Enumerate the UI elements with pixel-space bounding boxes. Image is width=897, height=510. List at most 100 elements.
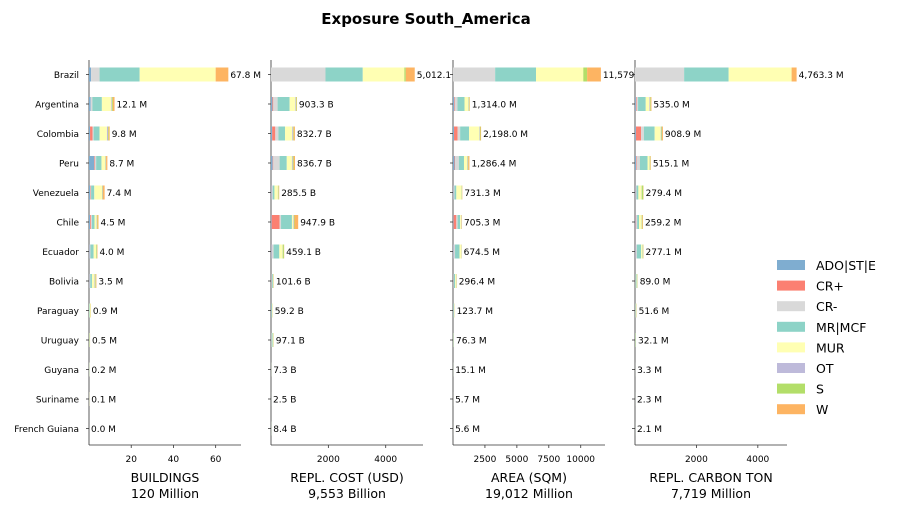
bar-segment: [453, 274, 454, 288]
country-label: Bolivia: [49, 278, 79, 288]
bar-segment: [112, 97, 113, 111]
legend-label: W: [816, 402, 828, 417]
panel-2: 2000 4000 5,012.1 B 903.3 B 832.7 B 836.7 B 28…: [268, 60, 460, 501]
bar-segment: [362, 67, 405, 82]
bar-segment: [271, 333, 273, 347]
bar-segment: [90, 274, 92, 288]
bar-segment: [278, 126, 286, 141]
bar-segment: [89, 244, 90, 259]
bar-segment: [89, 244, 91, 259]
panel-3: 2500 5000 7500 10000 11,579.0 M 1,314.0 M 2,19…: [450, 60, 654, 501]
bar-segment: [90, 126, 93, 141]
bar-segment: [271, 156, 273, 170]
bar-segment: [89, 185, 91, 200]
value-label: 947.9 B: [300, 219, 335, 229]
bar-segment: [91, 67, 100, 82]
bar-segment: [94, 185, 103, 200]
bar-segment: [278, 185, 279, 200]
bar-segment: [457, 215, 461, 229]
bar-segment: [635, 244, 636, 259]
bar-segment: [139, 67, 216, 82]
bar-segment: [271, 67, 326, 82]
bar-segment: [94, 156, 95, 170]
bar-segment: [684, 67, 729, 82]
legend-swatch: [777, 321, 805, 332]
bar-segment: [479, 126, 480, 141]
value-label: 8.7 M: [109, 160, 134, 170]
bar-segment: [641, 185, 644, 200]
bar-segment: [272, 156, 274, 170]
bar-segment: [94, 215, 97, 229]
bar-segment: [279, 215, 282, 229]
bar-segment: [286, 156, 292, 170]
bar-segment: [453, 244, 454, 259]
x-tick-label: 60: [210, 455, 222, 465]
bar-segment: [635, 215, 637, 229]
legend-label: ADO|ST|E: [816, 258, 876, 273]
bar-segment: [654, 126, 661, 141]
legend-swatch: [777, 342, 805, 353]
bar-segment: [636, 156, 637, 170]
bar-segment: [645, 97, 650, 111]
bar-segment: [457, 97, 465, 111]
bar-segment: [454, 185, 457, 200]
bar-segment: [292, 156, 294, 170]
value-label: 67.8 M: [230, 71, 261, 81]
bar-segment: [285, 126, 293, 141]
value-label: 459.1 B: [286, 248, 321, 258]
bar-segment: [455, 244, 460, 259]
bar-segment: [453, 274, 456, 288]
bar-segment: [271, 185, 272, 200]
bar-segment: [292, 126, 294, 141]
bar-segment: [635, 126, 642, 141]
panel-total-label: 7,719 Million: [671, 486, 751, 501]
bar-segment: [635, 156, 637, 170]
value-label: 0.1 M: [91, 396, 116, 406]
bar-segment: [459, 244, 462, 259]
bar-segment: [273, 97, 278, 111]
bar-segment: [637, 215, 639, 229]
legend-label: CR-: [816, 299, 837, 314]
bar-segment: [495, 67, 537, 82]
value-label: 1,286.4 M: [471, 160, 516, 170]
bar-segment: [271, 97, 273, 111]
value-label: 1,314.0 M: [472, 101, 517, 111]
value-label: 535.0 M: [653, 101, 689, 111]
legend-swatch: [777, 363, 805, 373]
bar-segment: [404, 67, 406, 82]
x-tick-label: 2000: [685, 455, 708, 465]
legend-swatch: [777, 383, 805, 394]
panel-1: 20 40 60 67.8 M 12.1 M 9.8 M 8.7 M 7.4 M 4.5 M 4.…: [86, 60, 261, 501]
bar-segment: [662, 126, 663, 141]
bar-segment: [89, 126, 91, 141]
bar-segment: [282, 244, 284, 259]
bar-segment: [647, 156, 650, 170]
value-label: 2.3 M: [637, 396, 662, 406]
bar-segment: [89, 215, 91, 229]
bar-segment: [91, 185, 95, 200]
value-label: 0.5 M: [92, 337, 117, 347]
bar-segment: [279, 156, 287, 170]
bar-segment: [641, 215, 643, 229]
bar-segment: [108, 126, 109, 141]
country-label: Chile: [56, 219, 79, 229]
value-label: 123.7 M: [457, 307, 493, 317]
bar-segment: [643, 126, 655, 141]
bar-segment: [638, 185, 642, 200]
bar-segment: [272, 126, 276, 141]
country-label: French Guiana: [14, 425, 79, 435]
bar-segment: [293, 156, 296, 170]
bar-segment: [271, 303, 273, 318]
bar-segment: [460, 215, 462, 229]
bar-segment: [635, 274, 637, 288]
country-label: Venezuela: [33, 189, 79, 199]
bar-segment: [92, 97, 102, 111]
bar-segment: [635, 126, 636, 141]
bar-segment: [99, 67, 140, 82]
bar-segment: [454, 97, 458, 111]
bar-segment: [635, 97, 637, 111]
value-label: 51.6 M: [639, 307, 670, 317]
bar-segment: [96, 156, 102, 170]
bar-segment: [453, 67, 496, 82]
value-label: 2.5 B: [273, 396, 296, 406]
